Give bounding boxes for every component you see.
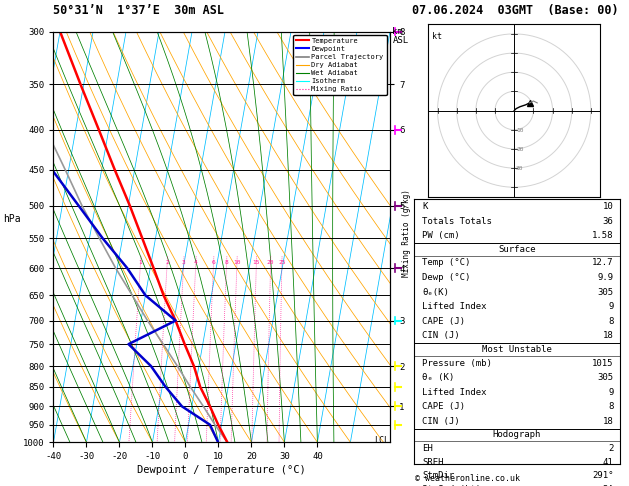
Text: 8: 8 bbox=[608, 402, 613, 411]
Text: 15: 15 bbox=[252, 260, 260, 265]
Text: 10: 10 bbox=[233, 260, 240, 265]
Text: 291°: 291° bbox=[592, 471, 613, 480]
Text: 305: 305 bbox=[598, 288, 613, 296]
Text: CAPE (J): CAPE (J) bbox=[422, 317, 465, 326]
Text: SREH: SREH bbox=[422, 457, 443, 467]
Text: 9: 9 bbox=[608, 302, 613, 311]
Text: Most Unstable: Most Unstable bbox=[482, 345, 552, 354]
Legend: Temperature, Dewpoint, Parcel Trajectory, Dry Adiabat, Wet Adiabat, Isotherm, Mi: Temperature, Dewpoint, Parcel Trajectory… bbox=[293, 35, 386, 95]
Text: Pressure (mb): Pressure (mb) bbox=[422, 359, 492, 367]
Text: 8: 8 bbox=[225, 260, 228, 265]
Text: hPa: hPa bbox=[3, 214, 21, 224]
Text: 9.9: 9.9 bbox=[598, 273, 613, 282]
Text: K: K bbox=[422, 202, 428, 211]
Text: 50°31’N  1°37’E  30m ASL: 50°31’N 1°37’E 30m ASL bbox=[53, 4, 225, 17]
Text: StmDir: StmDir bbox=[422, 471, 454, 480]
Text: Totals Totals: Totals Totals bbox=[422, 217, 492, 226]
Text: 4: 4 bbox=[194, 260, 198, 265]
Text: 2: 2 bbox=[165, 260, 169, 265]
Text: 10: 10 bbox=[516, 128, 523, 133]
Text: Temp (°C): Temp (°C) bbox=[422, 259, 470, 267]
Text: CIN (J): CIN (J) bbox=[422, 331, 460, 340]
Text: 1015: 1015 bbox=[592, 359, 613, 367]
Text: EH: EH bbox=[422, 444, 433, 453]
Text: 8: 8 bbox=[608, 317, 613, 326]
Text: Mixing Ratio (g/kg): Mixing Ratio (g/kg) bbox=[403, 190, 411, 277]
Text: 1.58: 1.58 bbox=[592, 231, 613, 240]
Text: 305: 305 bbox=[598, 373, 613, 382]
Text: 18: 18 bbox=[603, 417, 613, 426]
Text: CIN (J): CIN (J) bbox=[422, 417, 460, 426]
Text: 25: 25 bbox=[278, 260, 286, 265]
Text: 24: 24 bbox=[603, 485, 613, 486]
Text: 12.7: 12.7 bbox=[592, 259, 613, 267]
Text: StmSpd (kt): StmSpd (kt) bbox=[422, 485, 481, 486]
Text: 18: 18 bbox=[603, 331, 613, 340]
Text: 30: 30 bbox=[516, 166, 523, 171]
Text: 9: 9 bbox=[608, 388, 613, 397]
Text: © weatheronline.co.uk: © weatheronline.co.uk bbox=[415, 474, 520, 483]
Text: Surface: Surface bbox=[498, 245, 535, 254]
Text: 2: 2 bbox=[608, 444, 613, 453]
Text: Hodograph: Hodograph bbox=[493, 431, 541, 439]
Text: CAPE (J): CAPE (J) bbox=[422, 402, 465, 411]
Text: 10: 10 bbox=[603, 202, 613, 211]
Text: Lifted Index: Lifted Index bbox=[422, 302, 487, 311]
Text: Dewp (°C): Dewp (°C) bbox=[422, 273, 470, 282]
X-axis label: Dewpoint / Temperature (°C): Dewpoint / Temperature (°C) bbox=[137, 465, 306, 475]
Text: 1: 1 bbox=[138, 260, 142, 265]
Text: Lifted Index: Lifted Index bbox=[422, 388, 487, 397]
Text: kt: kt bbox=[431, 32, 442, 41]
Text: 20: 20 bbox=[267, 260, 274, 265]
Text: 20: 20 bbox=[516, 147, 523, 152]
Text: 41: 41 bbox=[603, 457, 613, 467]
Text: 3: 3 bbox=[182, 260, 186, 265]
Text: θₑ(K): θₑ(K) bbox=[422, 288, 449, 296]
Text: LCL: LCL bbox=[374, 435, 389, 445]
Text: PW (cm): PW (cm) bbox=[422, 231, 460, 240]
Text: 07.06.2024  03GMT  (Base: 00): 07.06.2024 03GMT (Base: 00) bbox=[412, 4, 618, 17]
Text: km
ASL: km ASL bbox=[392, 27, 409, 45]
Text: 36: 36 bbox=[603, 217, 613, 226]
Text: θₑ (K): θₑ (K) bbox=[422, 373, 454, 382]
Text: 6: 6 bbox=[211, 260, 215, 265]
